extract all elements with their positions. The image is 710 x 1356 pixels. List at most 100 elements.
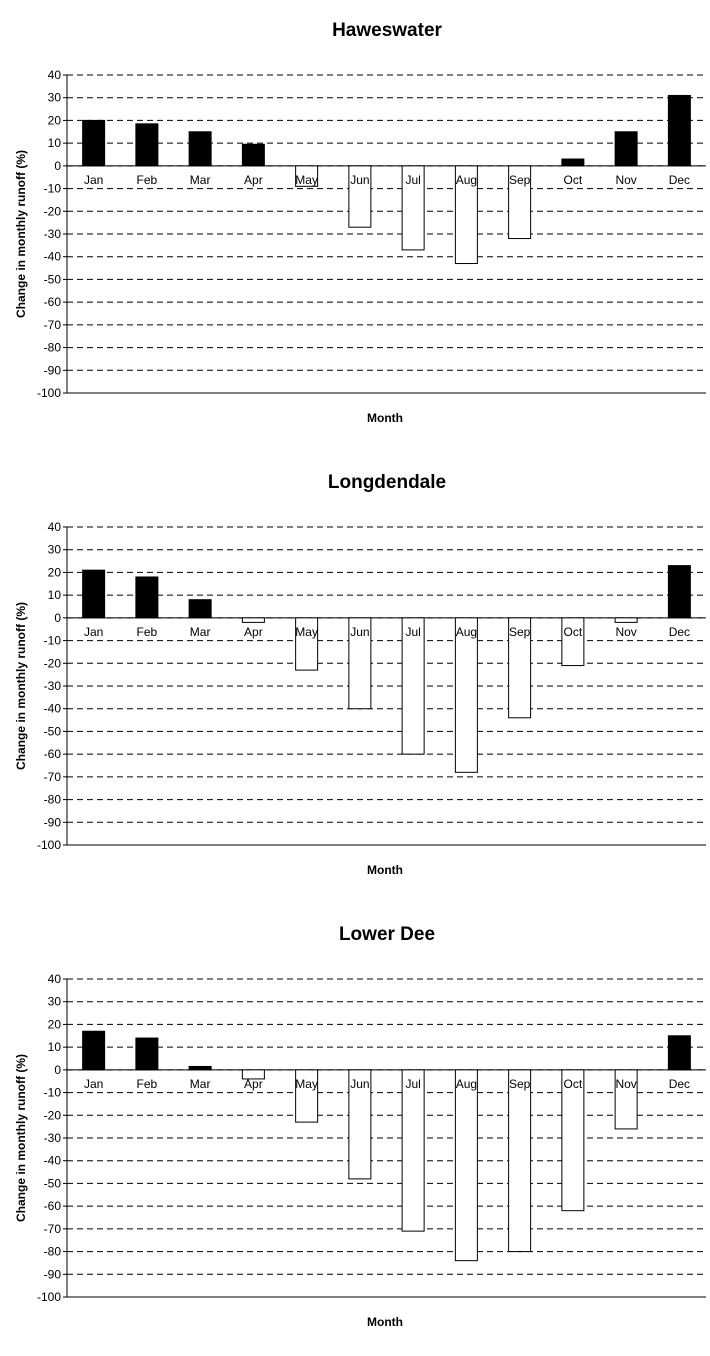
- y-tick-label: -40: [44, 702, 62, 716]
- x-category-label: Oct: [564, 1077, 583, 1091]
- bar-mar: [188, 1065, 212, 1071]
- bar-jul: [401, 1069, 425, 1232]
- y-tick-label: -30: [44, 1131, 62, 1145]
- bar-mar: [188, 131, 212, 167]
- x-category-label: Dec: [669, 173, 690, 187]
- chart-panel: Haweswater 40 30 20 10 0 -10 -20 -30 -40 -50 -60 -70…: [0, 0, 710, 452]
- y-tick-label: 0: [54, 611, 61, 625]
- x-category-label: Jan: [84, 625, 103, 639]
- y-tick-label: 40: [48, 972, 62, 986]
- y-tick-label: -80: [44, 341, 62, 355]
- bar-apr: [241, 617, 265, 623]
- x-category-label: Aug: [456, 1077, 477, 1091]
- x-category-label: Jul: [405, 1077, 420, 1091]
- bar-apr: [241, 143, 265, 167]
- bar-may: [295, 165, 319, 187]
- bar-aug: [454, 1069, 478, 1262]
- x-category-label: Mar: [190, 1077, 211, 1091]
- y-tick-label: 20: [48, 565, 62, 579]
- y-tick-label: -60: [44, 747, 62, 761]
- y-tick-label: -50: [44, 272, 62, 286]
- x-category-label: Jan: [84, 1077, 103, 1091]
- y-tick-label: -50: [44, 1176, 62, 1190]
- x-category-label: Jan: [84, 173, 103, 187]
- bar-jun: [348, 1069, 372, 1180]
- x-category-label: Jul: [405, 625, 420, 639]
- y-tick-label: 40: [48, 68, 62, 82]
- y-tick-label: -10: [44, 1086, 62, 1100]
- chart-title: Longdendale: [328, 472, 446, 493]
- x-category-label: May: [295, 1077, 318, 1091]
- x-category-label: Mar: [190, 173, 211, 187]
- x-category-label: Aug: [456, 625, 477, 639]
- y-tick-label: -70: [44, 318, 62, 332]
- x-category-label: Feb: [137, 625, 158, 639]
- chart-lower-dee: Lower Dee 40 30 20 10 0 -10 -20 -30 -40 -50 -60 -70 -…: [14, 924, 706, 1329]
- bar-jan: [82, 119, 106, 167]
- bar-jan: [82, 1030, 106, 1071]
- y-axis-label: Change in monthly runoff (%): [14, 1054, 28, 1222]
- bar-mar: [188, 599, 212, 619]
- x-category-label: Dec: [669, 625, 690, 639]
- y-tick-label: -30: [44, 227, 62, 241]
- bar-sep: [508, 617, 532, 719]
- bar-jan: [82, 569, 106, 619]
- x-category-label: Apr: [244, 625, 263, 639]
- bar-may: [295, 1069, 319, 1123]
- chart-title: Haweswater: [332, 20, 442, 41]
- x-axis-label: Month: [367, 1315, 403, 1329]
- x-category-label: Jun: [350, 625, 369, 639]
- chart-panel: Longdendale 40 30 20 10 0 -10 -20 -30 -40 -50 -60 -7…: [0, 452, 710, 904]
- y-tick-label: 20: [48, 1017, 62, 1031]
- x-axis-label: Month: [367, 863, 403, 877]
- bar-oct: [561, 1069, 585, 1212]
- x-category-label: May: [295, 625, 318, 639]
- x-category-label: Dec: [669, 1077, 690, 1091]
- y-tick-label: 10: [48, 136, 62, 150]
- y-tick-label: 30: [48, 543, 62, 557]
- x-category-label: Apr: [244, 173, 263, 187]
- bar-feb: [135, 576, 159, 619]
- x-category-label: Oct: [564, 625, 583, 639]
- x-category-label: Mar: [190, 625, 211, 639]
- y-tick-label: -20: [44, 656, 62, 670]
- y-tick-label: -90: [44, 815, 62, 829]
- x-category-label: Nov: [615, 173, 636, 187]
- bar-feb: [135, 1037, 159, 1071]
- x-category-label: Jun: [350, 1077, 369, 1091]
- x-category-label: Sep: [509, 173, 531, 187]
- y-tick-label: -10: [44, 182, 62, 196]
- y-tick-label: 30: [48, 91, 62, 105]
- bar-nov: [614, 617, 638, 623]
- y-tick-label: -40: [44, 1154, 62, 1168]
- y-tick-label: -90: [44, 1267, 62, 1281]
- y-tick-label: -60: [44, 1199, 62, 1213]
- bar-aug: [454, 617, 478, 773]
- x-axis-label: Month: [367, 411, 403, 425]
- chart-haweswater: Haweswater 40 30 20 10 0 -10 -20 -30 -40 -50 -60 -70…: [14, 20, 706, 425]
- bar-oct: [561, 617, 585, 667]
- y-tick-label: -70: [44, 770, 62, 784]
- y-tick-label: -50: [44, 724, 62, 738]
- y-tick-label: 10: [48, 588, 62, 602]
- x-category-label: Apr: [244, 1077, 263, 1091]
- bar-jul: [401, 165, 425, 251]
- y-tick-label: 0: [54, 1063, 61, 1077]
- bar-jun: [348, 617, 372, 710]
- y-tick-label: -100: [37, 1290, 61, 1304]
- bar-dec: [667, 1035, 691, 1071]
- bar-apr: [241, 1069, 265, 1080]
- y-tick-label: -10: [44, 634, 62, 648]
- bar-oct: [561, 158, 585, 167]
- chart-panel: Lower Dee 40 30 20 10 0 -10 -20 -30 -40 -50 -60 -70 -…: [0, 904, 710, 1356]
- x-category-label: Sep: [509, 625, 531, 639]
- y-tick-label: -30: [44, 679, 62, 693]
- y-tick-label: -60: [44, 295, 62, 309]
- x-category-label: Feb: [137, 1077, 158, 1091]
- x-category-label: Aug: [456, 173, 477, 187]
- bar-jun: [348, 165, 372, 228]
- x-category-label: Jul: [405, 173, 420, 187]
- y-axis-label: Change in monthly runoff (%): [14, 602, 28, 770]
- bar-sep: [508, 1069, 532, 1253]
